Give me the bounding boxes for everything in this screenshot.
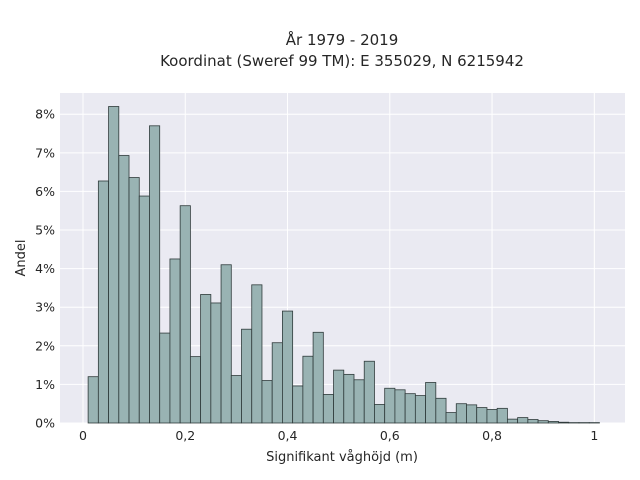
histogram-bar: [108, 106, 120, 424]
histogram-bar: [128, 177, 140, 424]
histogram-bar: [149, 125, 161, 424]
histogram-bar: [394, 389, 406, 424]
histogram-bar: [414, 395, 426, 424]
histogram-bar: [537, 420, 549, 424]
y-tick-label: 2%: [35, 338, 55, 353]
histogram-bar: [384, 387, 396, 424]
histogram-bar: [251, 284, 263, 424]
histogram-bar: [312, 331, 324, 424]
y-tick-label: 1%: [35, 377, 55, 392]
histogram-bar: [486, 409, 498, 424]
histogram-bar: [282, 310, 294, 424]
histogram-bar: [302, 355, 314, 424]
histogram-bar: [169, 258, 181, 424]
y-tick-label: 8%: [35, 107, 55, 122]
histogram-bar: [210, 302, 222, 424]
histogram-bars: [87, 106, 600, 424]
histogram-bar: [547, 421, 559, 424]
y-tick-label: 4%: [35, 261, 55, 276]
histogram-bar: [189, 356, 202, 424]
x-tick-label: 1: [590, 428, 598, 443]
histogram-bar: [517, 417, 529, 424]
y-tick-label: 6%: [35, 184, 55, 199]
y-tick-label: 3%: [35, 300, 55, 315]
y-axis-label: Andel: [14, 240, 29, 277]
histogram-bar: [558, 421, 570, 424]
histogram-bar: [343, 373, 355, 424]
histogram-bar: [435, 397, 447, 424]
x-tick-label: 0,6: [380, 428, 400, 443]
histogram-bar: [292, 385, 304, 424]
histogram-bar: [333, 369, 345, 424]
histogram-bar: [241, 328, 253, 424]
histogram-bar: [455, 403, 467, 424]
histogram-bar: [97, 180, 109, 424]
histogram-bar: [118, 155, 130, 424]
histogram-bar: [87, 376, 99, 424]
histogram-bar: [374, 404, 386, 424]
histogram-bar: [476, 407, 488, 424]
histogram-bar: [506, 418, 519, 424]
y-tick-label: 0%: [35, 416, 55, 431]
y-tick-label: 5%: [35, 223, 55, 238]
histogram-bar: [527, 419, 539, 424]
histogram-bar: [353, 379, 365, 424]
y-tick-label: 7%: [35, 145, 55, 160]
x-axis-label: Signifikant våghöjd (m): [266, 450, 418, 465]
x-tick-label: 0: [79, 428, 87, 443]
histogram-bar: [404, 393, 416, 424]
x-tick-label: 0,8: [482, 428, 502, 443]
histogram-bar: [271, 342, 283, 424]
x-tick-label: 0,2: [175, 428, 195, 443]
histogram-bar: [261, 380, 273, 424]
x-tick-label: 0,4: [278, 428, 298, 443]
histogram-bar: [363, 360, 375, 424]
histogram-bar: [200, 294, 212, 424]
histogram-bar: [322, 394, 334, 424]
histogram-bar: [230, 375, 242, 424]
chart-title-line-2: Koordinat (Sweref 99 TM): E 355029, N 62…: [160, 52, 524, 70]
histogram-bar: [179, 205, 191, 424]
histogram-bar: [159, 332, 171, 424]
histogram-bar: [445, 412, 457, 424]
y-tick-labels: 0% 1% 2% 3% 4% 5% 6% 7% 8%: [35, 107, 55, 431]
histogram-bar: [496, 407, 508, 424]
histogram-bar: [220, 264, 232, 424]
histogram-bar: [138, 195, 150, 424]
histogram-bar: [466, 404, 478, 424]
chart-title-line-1: År 1979 - 2019: [286, 30, 399, 49]
histogram-bar: [425, 382, 437, 424]
x-tick-labels: 0 0,2 0,4 0,6 0,8 1: [79, 428, 598, 443]
